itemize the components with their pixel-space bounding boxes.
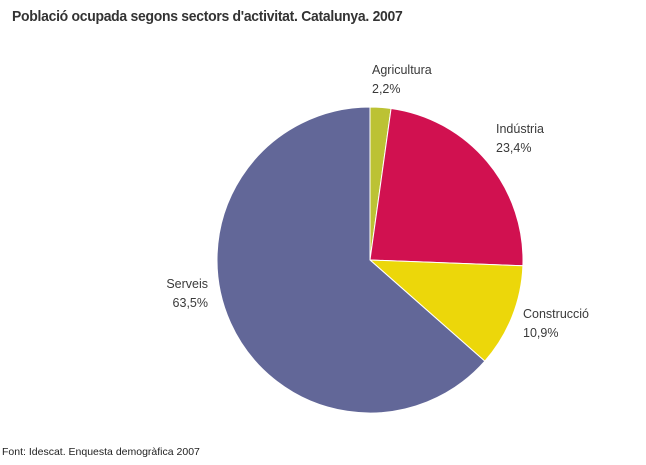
slice-value-serveis: 63,5% <box>173 296 208 310</box>
slice-value-agricultura: 2,2% <box>372 82 401 96</box>
slice-name-industria: Indústria <box>496 122 544 136</box>
pie-slice-industria <box>369 107 524 267</box>
slice-value-construccio: 10,9% <box>523 326 558 340</box>
chart-title: Població ocupada segons sectors d'activi… <box>12 8 403 25</box>
source-note: Font: Idescat. Enquesta demogràfica 2007 <box>2 446 200 458</box>
pie-chart: Agricultura 2,2% Indústria 23,4% Construcció… <box>166 63 589 414</box>
slice-value-industria: 23,4% <box>496 141 531 155</box>
pie-slice-serveis <box>216 106 486 414</box>
slice-name-construccio: Construcció <box>523 307 589 321</box>
slice-name-agricultura: Agricultura <box>372 63 432 77</box>
slice-name-serveis: Serveis <box>166 277 208 291</box>
pie-slice-construccio <box>368 259 524 362</box>
